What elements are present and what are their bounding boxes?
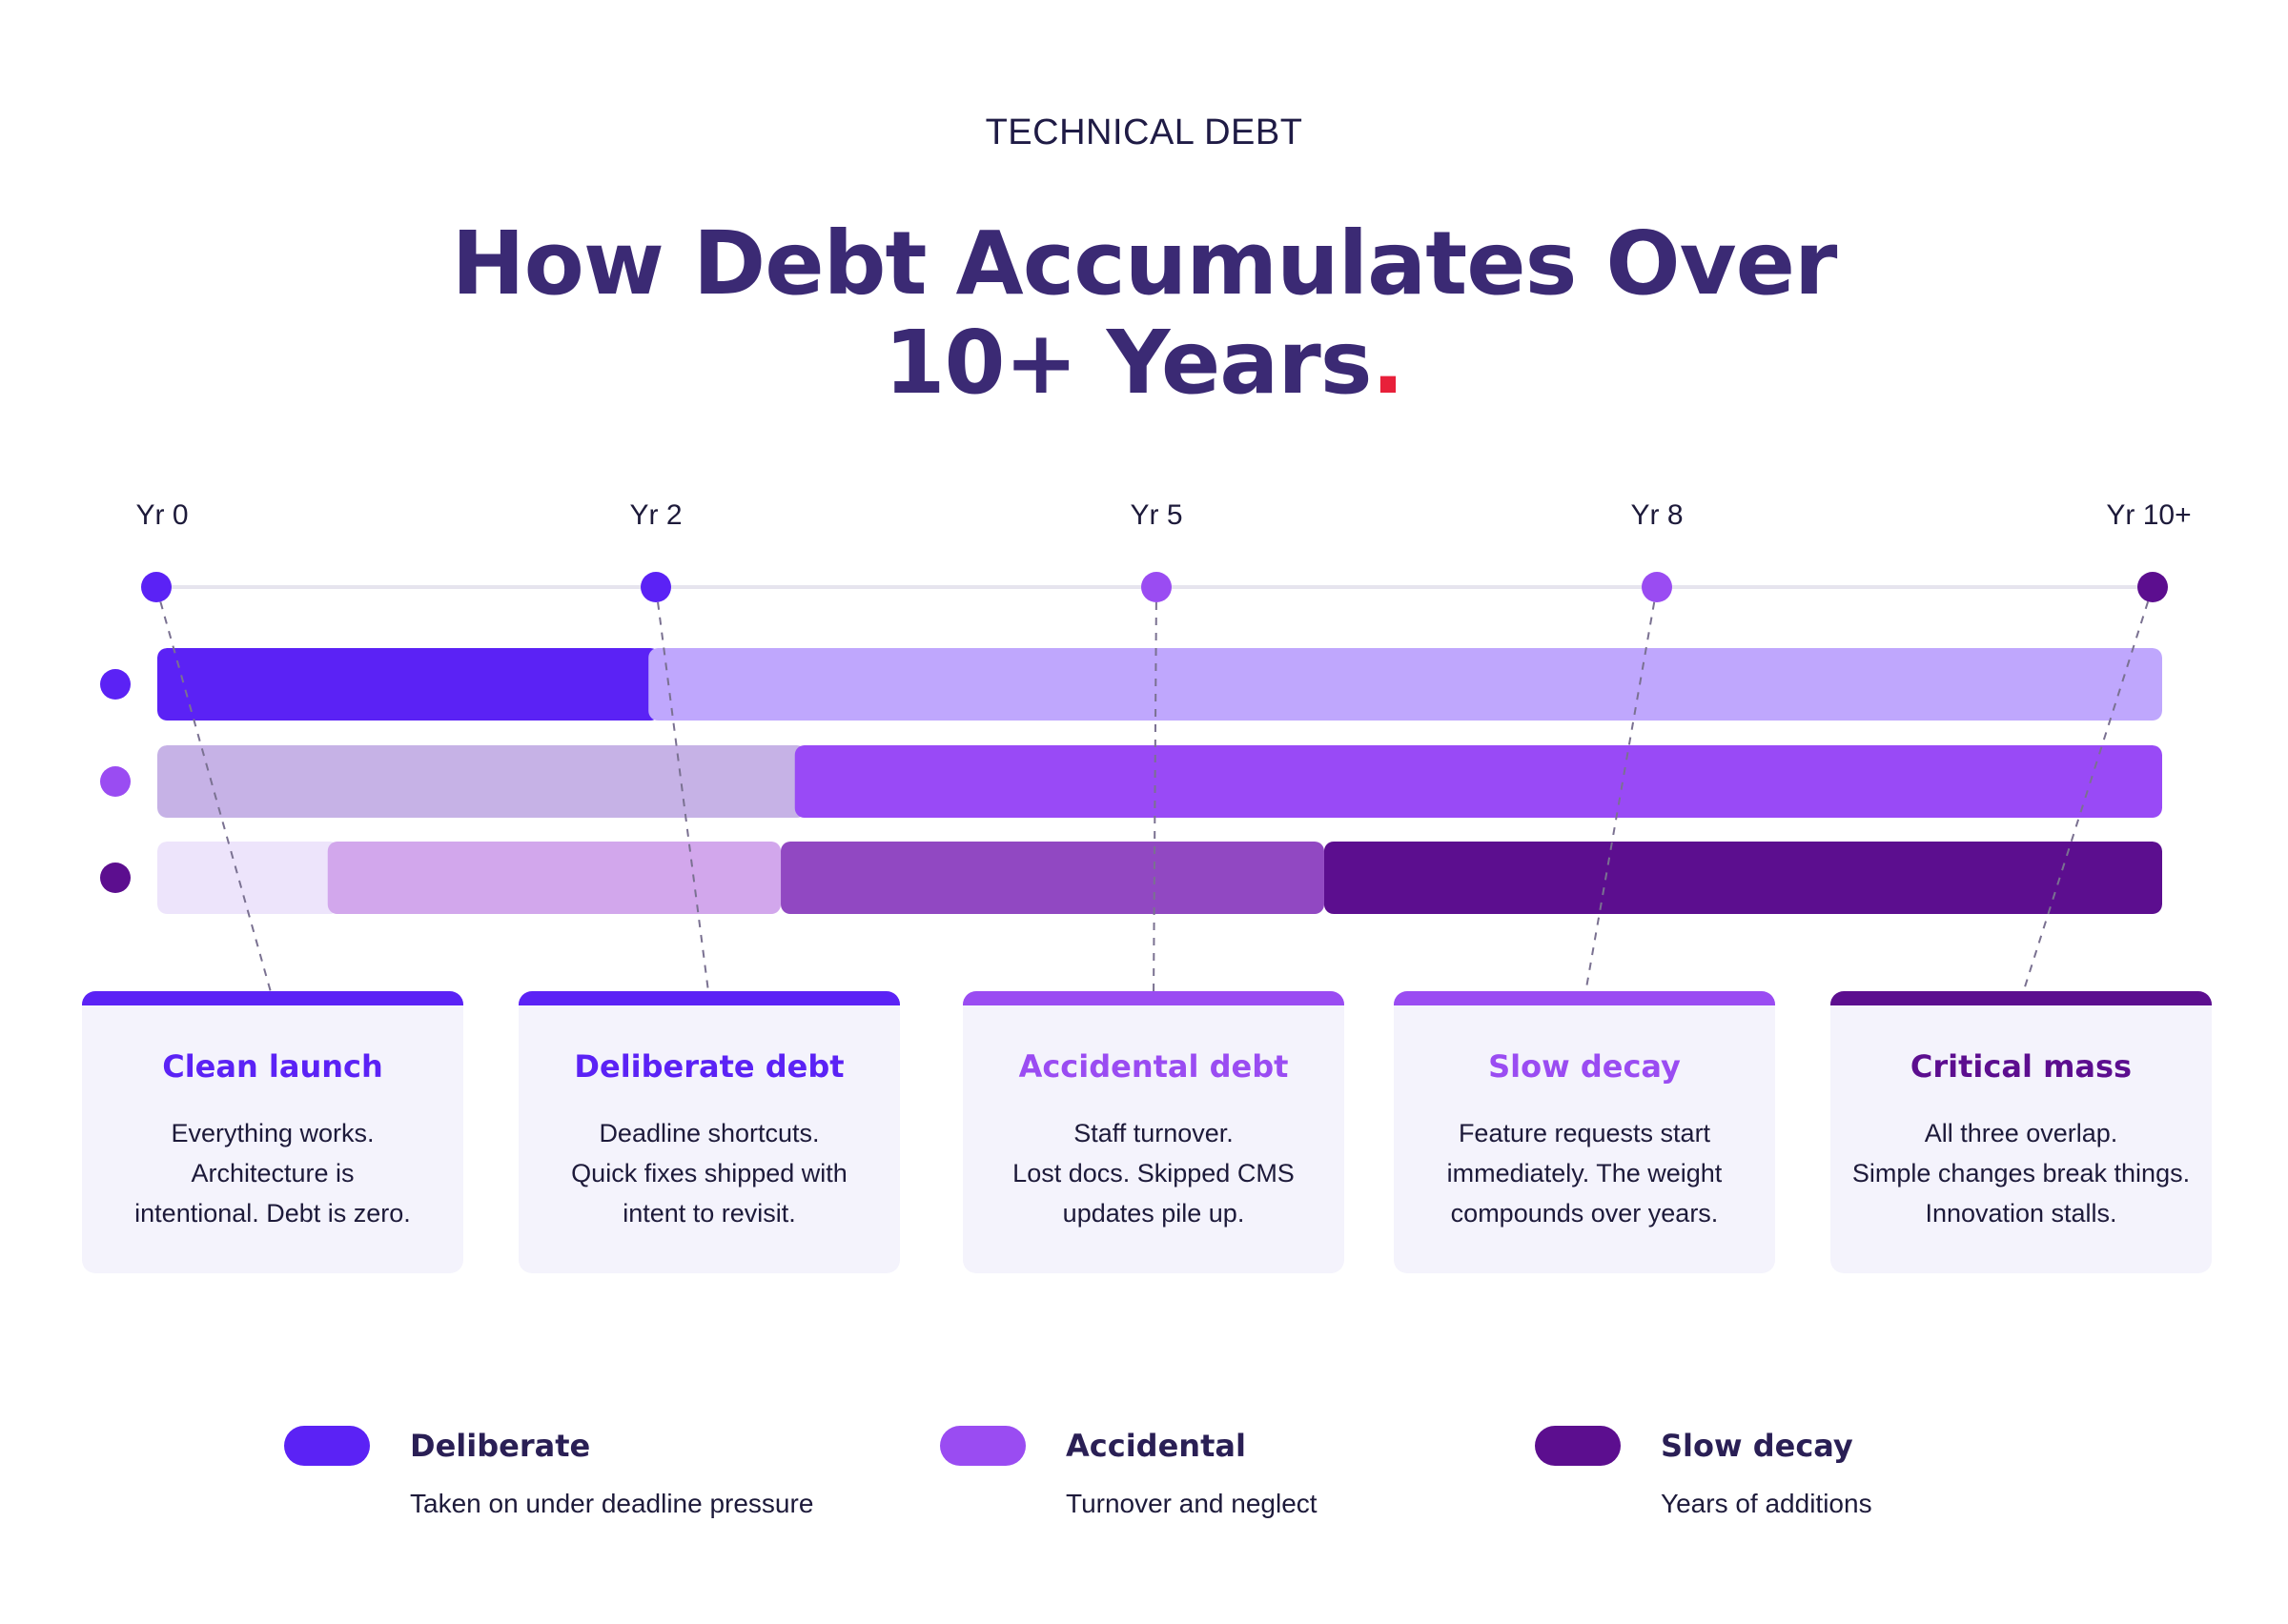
card-title: Critical mass	[1910, 1048, 2133, 1085]
stage-card-deliberate-debt: Deliberate debt Deadline shortcuts. Quic…	[519, 991, 900, 1273]
timeline-label-yr2: Yr 2	[629, 499, 683, 531]
track-3-segment-1	[157, 842, 339, 914]
card-title: Clean launch	[162, 1048, 383, 1085]
card-top-bar	[1394, 991, 1775, 1005]
timeline-marker-1	[141, 572, 172, 602]
card-line: Architecture is	[191, 1159, 355, 1188]
legend-swatch	[1535, 1426, 1621, 1466]
timeline-label-yr5: Yr 5	[1130, 499, 1183, 531]
connector-line-1	[155, 586, 274, 1000]
card-title: Accidental debt	[1018, 1048, 1289, 1085]
page-title: How Debt Accumulates Over 10+ Years.	[0, 214, 2288, 413]
card-description: All three overlap. Simple changes break …	[1849, 1113, 2193, 1233]
track-1-segment-1	[157, 648, 661, 721]
card-top-bar	[519, 991, 900, 1005]
card-line: intentional. Debt is zero.	[134, 1199, 411, 1228]
card-line: intent to revisit.	[623, 1199, 796, 1228]
card-line: Simple changes break things.	[1851, 1159, 2191, 1188]
card-description: Staff turnover. Lost docs. Skipped CMS u…	[982, 1113, 1325, 1233]
card-top-bar	[82, 991, 463, 1005]
track-2-segment-1	[157, 745, 807, 818]
track-3-segment-4	[1323, 842, 2162, 914]
title-line-2: 10+ Years	[884, 312, 1373, 414]
timeline-marker-3	[1141, 572, 1172, 602]
legend-description: Turnover and neglect	[1066, 1489, 1318, 1518]
timeline-label-yr0: Yr 0	[135, 499, 189, 531]
legend-name: Accidental	[1066, 1428, 1246, 1464]
card-line: Feature requests start	[1458, 1119, 1711, 1147]
card-line: Everything works.	[171, 1119, 375, 1147]
card-line: immediately. The weight	[1446, 1159, 1723, 1188]
stage-card-accidental-debt: Accidental debt Staff turnover. Lost doc…	[963, 991, 1344, 1273]
card-title: Slow decay	[1488, 1048, 1681, 1085]
card-line: Lost docs. Skipped CMS	[1012, 1159, 1295, 1188]
eyebrow-label: TECHNICAL DEBT	[985, 112, 1303, 152]
connector-line-5	[2020, 586, 2154, 1000]
timeline-marker-2	[641, 572, 671, 602]
track-2-dot	[100, 766, 131, 797]
timeline-marker-4	[1642, 572, 1672, 602]
timeline-marker-5	[2137, 572, 2168, 602]
track-3-segment-2	[327, 842, 782, 914]
legend-swatch	[940, 1426, 1026, 1466]
legend-description: Taken on under deadline pressure	[410, 1489, 814, 1518]
track-3-segment-3	[781, 842, 1324, 914]
card-line: Quick fixes shipped with	[571, 1159, 848, 1188]
legend-swatch	[284, 1426, 370, 1466]
track-3-dot	[100, 863, 131, 893]
card-line: Innovation stalls.	[1925, 1199, 2117, 1228]
card-line: All three overlap.	[1924, 1119, 2118, 1147]
card-top-bar	[963, 991, 1344, 1005]
stage-card-clean-launch: Clean launch Everything works. Architect…	[82, 991, 463, 1273]
timeline-label-yr8: Yr 8	[1630, 499, 1684, 531]
card-description: Deadline shortcuts. Quick fixes shipped …	[538, 1113, 881, 1233]
card-line: Deadline shortcuts.	[599, 1119, 820, 1147]
card-title: Deliberate debt	[574, 1048, 845, 1085]
card-line: compounds over years.	[1450, 1199, 1719, 1228]
stage-card-critical-mass: Critical mass All three overlap. Simple …	[1830, 991, 2212, 1273]
card-description: Feature requests start immediately. The …	[1413, 1113, 1756, 1233]
card-line: updates pile up.	[1062, 1199, 1245, 1228]
stage-card-slow-decay: Slow decay Feature requests start immedi…	[1394, 991, 1775, 1273]
track-2-segment-2	[794, 745, 2162, 818]
card-line: Staff turnover.	[1073, 1119, 1234, 1147]
card-description: Everything works. Architecture is intent…	[101, 1113, 444, 1233]
legend-name: Deliberate	[410, 1428, 591, 1464]
track-1-dot	[100, 669, 131, 700]
title-accent-dot: .	[1371, 312, 1404, 414]
card-top-bar	[1830, 991, 2212, 1005]
track-1-segment-2	[648, 648, 2162, 721]
title-line-1: How Debt Accumulates Over	[451, 213, 1838, 315]
timeline-label-yr10: Yr 10+	[2106, 499, 2192, 531]
legend-name: Slow decay	[1661, 1428, 1853, 1464]
legend-description: Years of additions	[1661, 1489, 1872, 1518]
